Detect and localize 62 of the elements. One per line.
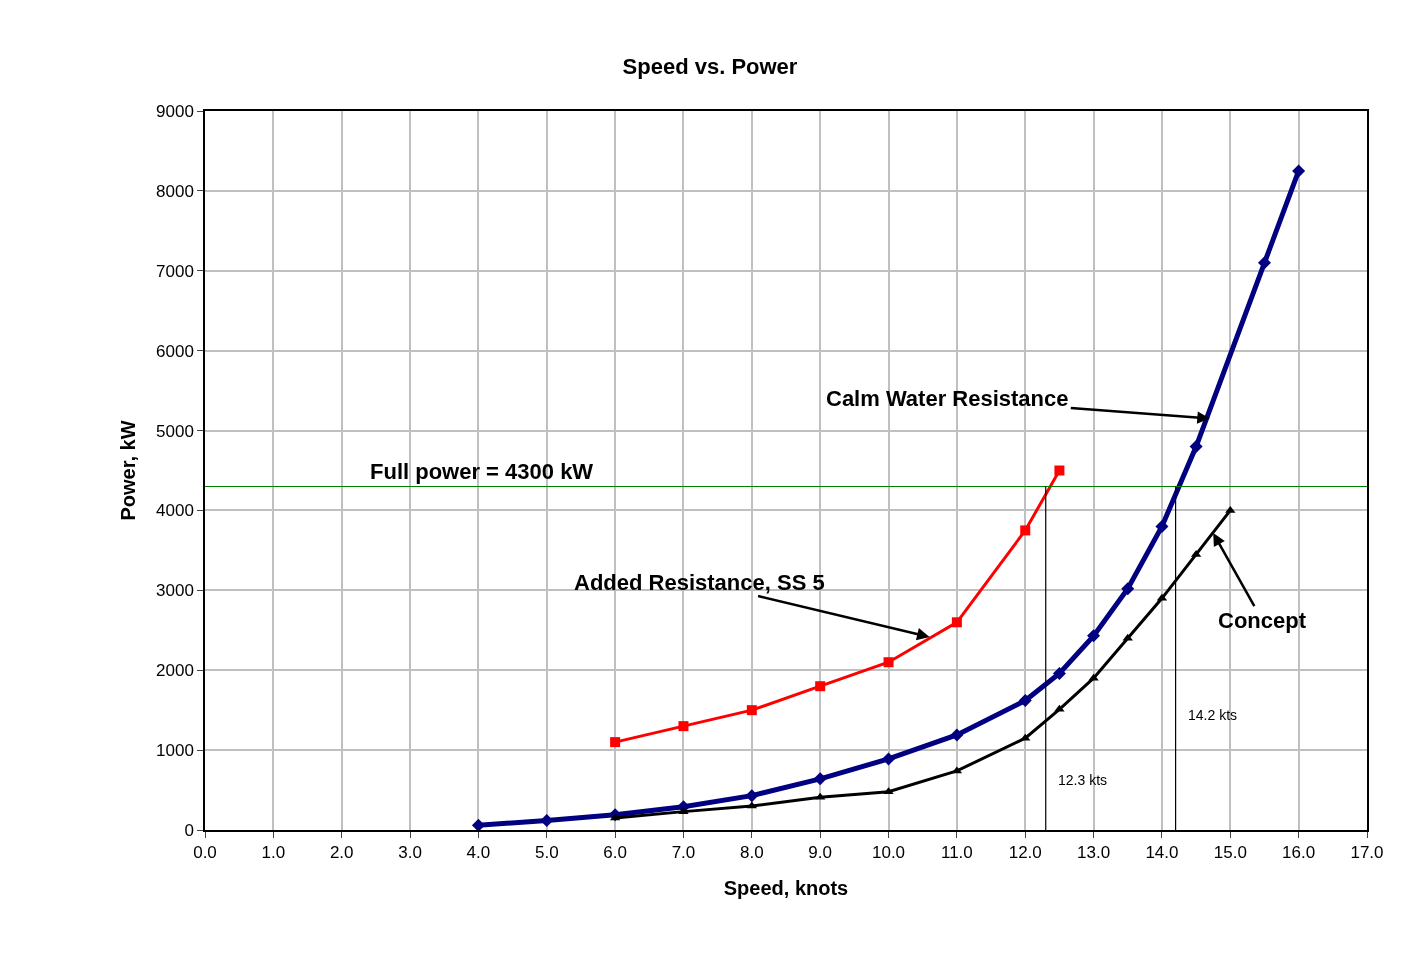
x-tick-label: 16.0 [1282,843,1316,863]
point [1257,256,1271,270]
point [950,728,964,742]
point [1121,582,1135,596]
point [610,737,621,748]
point [471,818,485,832]
x-tick-label: 4.0 [466,843,491,863]
point [746,705,757,716]
point [1052,666,1066,680]
x-tick-label: 5.0 [534,843,559,863]
y-axis-title: Power, kW [117,420,140,521]
point [1225,505,1236,513]
point [813,772,827,786]
x-tick-label: 13.0 [1077,843,1111,863]
x-tick-label: 2.0 [329,843,354,863]
point [815,681,826,692]
x-axis-title: Speed, knots [723,877,849,900]
point [745,789,759,803]
point [540,813,554,827]
x-tick-label: 1.0 [261,843,286,863]
annotation: Concept [1218,608,1307,633]
point [1087,629,1101,643]
y-tick-label: 5000 [156,421,194,441]
point [678,721,689,732]
x-tick-label: 10.0 [871,843,906,863]
point [1054,465,1065,476]
point [1018,694,1032,708]
y-tick-label: 2000 [156,661,194,681]
x-tick-label: 7.0 [671,843,696,863]
x-tick-label: 12.0 [1008,843,1042,863]
point [883,657,894,668]
x-tick-label: 17.0 [1350,843,1384,863]
y-tick-label: 9000 [156,101,194,121]
x-tick-label: 15.0 [1213,843,1247,863]
x-tick-label: 8.0 [740,843,764,863]
y-tick-label: 3000 [156,581,194,601]
point [1122,633,1133,641]
ref-line-label: Full power = 4300 kW [370,459,594,484]
chart-title: Speed vs. Power [622,54,798,80]
x-tick-label: 14.0 [1145,843,1179,863]
y-tick-label: 8000 [156,181,194,201]
x-tick-label: 6.0 [603,843,627,863]
x-tick-label: 3.0 [398,843,422,863]
point [1292,164,1306,178]
y-tick-label: 6000 [156,341,194,361]
ref-line-label: 12.3 kts [1058,772,1108,788]
point [951,617,962,628]
point [1020,525,1031,536]
y-tick-label: 4000 [156,501,194,521]
x-tick-label: 9.0 [808,843,832,863]
x-tick-label: 0.0 [193,843,217,863]
y-tick-label: 7000 [156,261,194,281]
x-tick-label: 11.0 [940,843,973,863]
ref-line-label: 14.2 kts [1188,707,1238,723]
point [1054,704,1065,712]
y-tick-label: 1000 [156,741,194,761]
point [1155,519,1169,533]
y-tick-label: 0 [184,820,194,840]
point [1189,440,1203,454]
annotation: Added Resistance, SS 5 [574,570,825,595]
point [882,752,896,766]
annotation: Calm Water Resistance [826,386,1069,411]
